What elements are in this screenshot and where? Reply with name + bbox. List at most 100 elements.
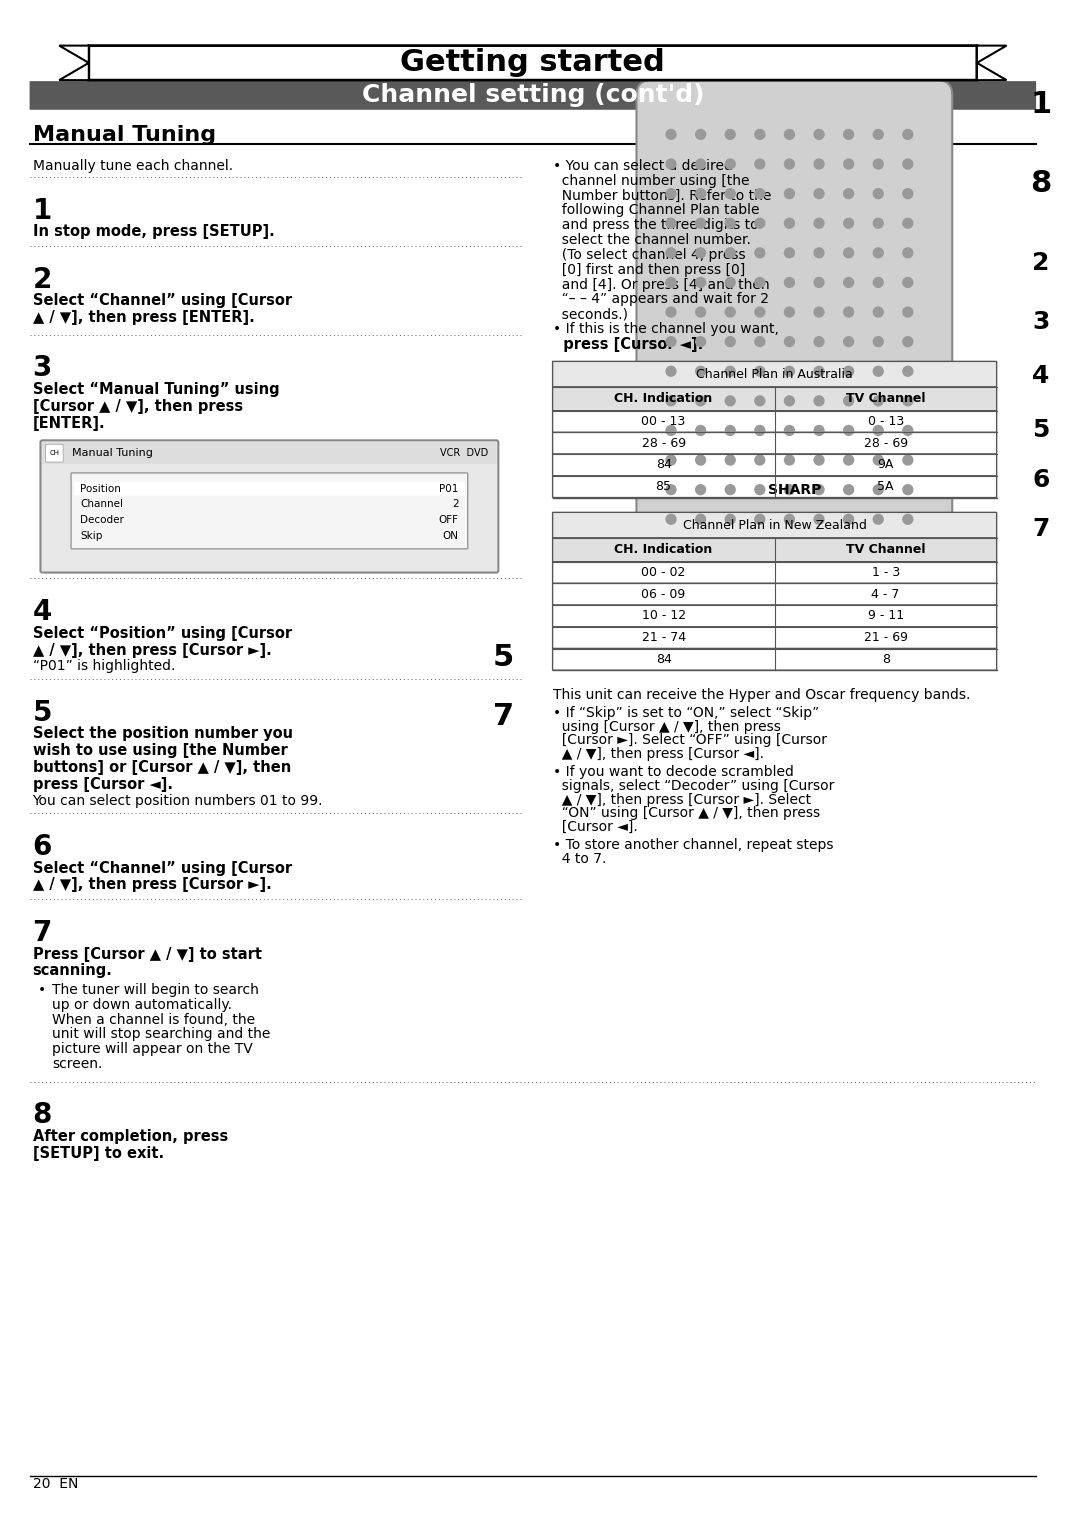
Circle shape xyxy=(696,218,705,229)
Circle shape xyxy=(755,307,765,317)
FancyBboxPatch shape xyxy=(29,81,1036,110)
Circle shape xyxy=(755,485,765,494)
Circle shape xyxy=(666,337,676,346)
Circle shape xyxy=(755,514,765,525)
Text: ▲ / ▼], then press [Cursor ►].: ▲ / ▼], then press [Cursor ►]. xyxy=(32,642,271,658)
Circle shape xyxy=(874,366,883,377)
Text: 84: 84 xyxy=(656,653,672,665)
Text: Channel Plan in New Zealand: Channel Plan in New Zealand xyxy=(683,519,866,531)
Circle shape xyxy=(696,395,705,406)
FancyBboxPatch shape xyxy=(553,606,997,627)
Circle shape xyxy=(784,278,795,287)
Text: Press [Cursor ▲ / ▼] to start: Press [Cursor ▲ / ▼] to start xyxy=(32,946,261,961)
Circle shape xyxy=(814,455,824,465)
Circle shape xyxy=(784,395,795,406)
Circle shape xyxy=(843,278,853,287)
FancyBboxPatch shape xyxy=(71,473,468,549)
Text: Manually tune each channel.: Manually tune each channel. xyxy=(32,159,232,172)
Text: 20  EN: 20 EN xyxy=(32,1477,78,1491)
Circle shape xyxy=(666,485,676,494)
FancyBboxPatch shape xyxy=(636,81,953,563)
Text: 28 - 69: 28 - 69 xyxy=(864,436,907,450)
Text: ▲ / ▼], then press [ENTER].: ▲ / ▼], then press [ENTER]. xyxy=(32,310,254,325)
Circle shape xyxy=(726,337,735,346)
Circle shape xyxy=(814,426,824,435)
Text: 21 - 69: 21 - 69 xyxy=(864,632,907,644)
Text: The tuner will begin to search: The tuner will begin to search xyxy=(52,983,259,996)
Circle shape xyxy=(903,247,913,258)
Text: Getting started: Getting started xyxy=(401,49,665,78)
Circle shape xyxy=(696,455,705,465)
Polygon shape xyxy=(977,46,1007,63)
Circle shape xyxy=(874,159,883,169)
Text: P01: P01 xyxy=(440,484,459,494)
Text: 8: 8 xyxy=(32,1102,52,1129)
Text: 00 - 02: 00 - 02 xyxy=(642,566,686,578)
Circle shape xyxy=(874,307,883,317)
Text: 2: 2 xyxy=(1032,250,1050,275)
Text: •: • xyxy=(38,983,45,996)
Circle shape xyxy=(874,485,883,494)
Text: 4: 4 xyxy=(32,598,52,626)
Text: 8: 8 xyxy=(881,653,890,665)
Circle shape xyxy=(726,514,735,525)
Text: ON: ON xyxy=(443,531,459,542)
Circle shape xyxy=(843,307,853,317)
Circle shape xyxy=(726,130,735,139)
Text: Manual Tuning: Manual Tuning xyxy=(72,449,153,458)
Circle shape xyxy=(755,455,765,465)
Text: 1: 1 xyxy=(32,197,52,224)
Text: Manual Tuning: Manual Tuning xyxy=(32,125,216,145)
Polygon shape xyxy=(59,63,89,81)
Text: 7: 7 xyxy=(32,919,52,948)
Text: [Cursor ►]. Select “OFF” using [Cursor: [Cursor ►]. Select “OFF” using [Cursor xyxy=(553,734,826,748)
Circle shape xyxy=(874,426,883,435)
Circle shape xyxy=(903,130,913,139)
Text: 1 - 3: 1 - 3 xyxy=(872,566,900,578)
FancyBboxPatch shape xyxy=(553,562,997,583)
Text: Select “Channel” using [Cursor: Select “Channel” using [Cursor xyxy=(32,293,292,308)
Circle shape xyxy=(755,337,765,346)
Circle shape xyxy=(874,189,883,198)
Text: 2: 2 xyxy=(32,266,52,293)
Circle shape xyxy=(843,159,853,169)
Text: Number buttons]. Refer to the: Number buttons]. Refer to the xyxy=(553,189,771,203)
Text: up or down automatically.: up or down automatically. xyxy=(52,998,232,1012)
Circle shape xyxy=(874,218,883,229)
Text: 4 to 7.: 4 to 7. xyxy=(553,852,606,865)
Circle shape xyxy=(696,307,705,317)
Text: screen.: screen. xyxy=(52,1058,103,1071)
Circle shape xyxy=(843,455,853,465)
Text: Position: Position xyxy=(80,484,121,494)
Text: “P01” is highlighted.: “P01” is highlighted. xyxy=(32,659,175,673)
Text: [0] first and then press [0]: [0] first and then press [0] xyxy=(553,262,745,276)
Text: and press the three digits to: and press the three digits to xyxy=(553,218,758,232)
Circle shape xyxy=(696,130,705,139)
Circle shape xyxy=(755,278,765,287)
Circle shape xyxy=(755,159,765,169)
Circle shape xyxy=(843,218,853,229)
FancyBboxPatch shape xyxy=(553,432,997,455)
Circle shape xyxy=(755,218,765,229)
Circle shape xyxy=(755,247,765,258)
Circle shape xyxy=(696,366,705,377)
Text: 21 - 74: 21 - 74 xyxy=(642,632,686,644)
Text: 9 - 11: 9 - 11 xyxy=(867,609,904,623)
Text: 4: 4 xyxy=(1032,365,1050,388)
Circle shape xyxy=(903,485,913,494)
Circle shape xyxy=(814,307,824,317)
Text: 00 - 13: 00 - 13 xyxy=(642,415,686,429)
Text: • If “Skip” is set to “ON,” select “Skip”: • If “Skip” is set to “ON,” select “Skip… xyxy=(553,705,819,720)
Text: wish to use using [the Number: wish to use using [the Number xyxy=(32,743,287,758)
Text: [Cursor ▲ / ▼], then press: [Cursor ▲ / ▼], then press xyxy=(32,398,243,414)
Circle shape xyxy=(843,395,853,406)
Circle shape xyxy=(696,159,705,169)
Circle shape xyxy=(814,159,824,169)
Circle shape xyxy=(784,307,795,317)
Circle shape xyxy=(696,485,705,494)
Circle shape xyxy=(874,514,883,525)
Circle shape xyxy=(814,366,824,377)
Circle shape xyxy=(784,189,795,198)
Text: 5: 5 xyxy=(1032,418,1050,443)
Text: 0 - 13: 0 - 13 xyxy=(867,415,904,429)
